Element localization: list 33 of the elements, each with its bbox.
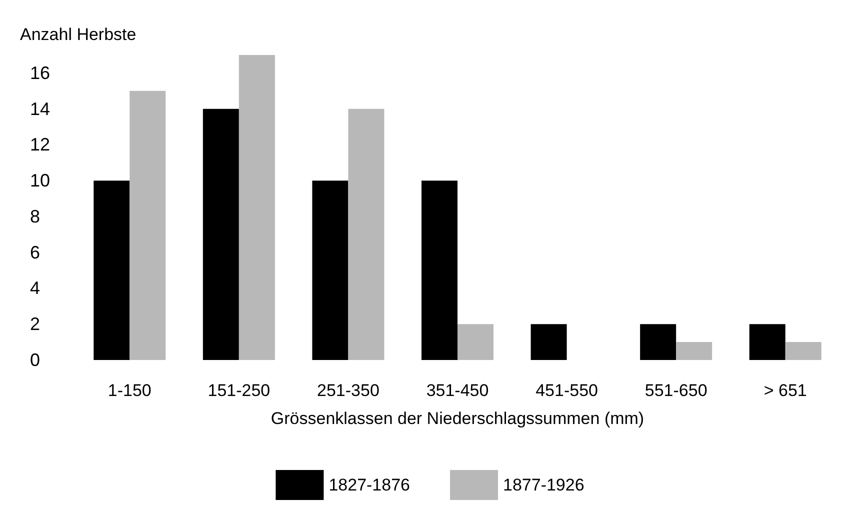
y-tick-label: 10 xyxy=(30,170,50,191)
x-tick-label: 251-350 xyxy=(317,381,380,400)
bar xyxy=(238,55,275,360)
x-tick-label: 351-450 xyxy=(426,381,489,400)
bar xyxy=(458,324,494,360)
y-tick-label: 4 xyxy=(30,278,40,298)
y-tick-label: 2 xyxy=(30,314,40,334)
x-axis-title: Grössenklassen der Niederschlagssummen (mm) xyxy=(270,409,644,428)
y-tick-label: 8 xyxy=(30,206,40,226)
legend-label: 1877-1926 xyxy=(503,476,584,494)
y-tick-label: 12 xyxy=(30,134,50,155)
y-tick-label: 6 xyxy=(30,242,40,262)
x-tick-label: > 651 xyxy=(764,381,807,400)
x-tick-label: 1-150 xyxy=(108,381,152,400)
x-tick-label: 151-250 xyxy=(208,381,270,400)
bar xyxy=(749,324,786,360)
bar xyxy=(94,180,130,360)
legend-label: 1827-1876 xyxy=(328,476,410,494)
x-tick-label: 451-550 xyxy=(536,381,598,400)
bar xyxy=(530,324,567,360)
y-tick-label: 16 xyxy=(30,62,50,83)
y-tick-label: 0 xyxy=(30,350,40,370)
bar xyxy=(130,90,166,360)
bar xyxy=(676,342,712,360)
bar xyxy=(348,108,384,360)
bar xyxy=(640,324,676,360)
x-tick-label: 551-650 xyxy=(644,381,708,400)
y-tick-label: 14 xyxy=(30,98,50,119)
bar xyxy=(202,108,239,360)
bar xyxy=(422,180,458,360)
bar xyxy=(785,342,822,360)
y-axis-title: Anzahl Herbste xyxy=(20,25,136,44)
bar xyxy=(312,180,348,360)
